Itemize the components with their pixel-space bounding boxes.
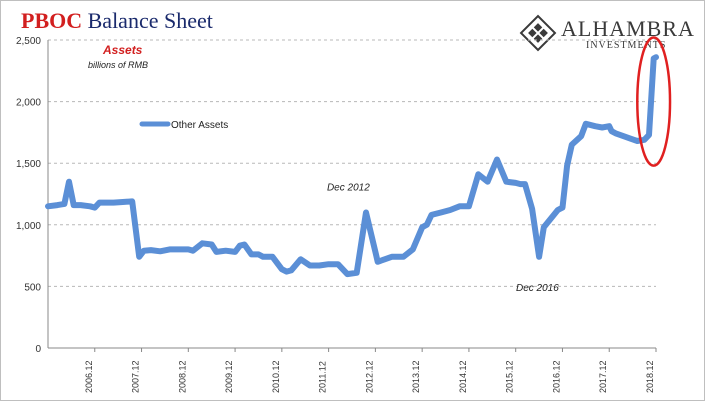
series-layer xyxy=(45,54,659,278)
x-tick-label: 2014.12 xyxy=(458,360,468,393)
axes xyxy=(47,40,656,349)
x-tick-label: 2013.12 xyxy=(411,360,421,393)
x-tick-label: 2009.12 xyxy=(224,360,234,393)
annotation-label: Dec 2016 xyxy=(516,283,559,294)
series-line-other-assets xyxy=(45,54,659,278)
units-label: billions of RMB xyxy=(88,60,149,70)
x-tick-label: 2008.12 xyxy=(177,360,187,393)
y-tick-label: 1,000 xyxy=(16,221,41,232)
highlight-layer xyxy=(636,36,672,167)
legend-label: Other Assets xyxy=(171,120,228,131)
y-tick-label: 0 xyxy=(35,344,41,355)
x-tick-label: 2015.12 xyxy=(505,360,515,393)
x-tick-label: 2006.12 xyxy=(84,360,94,393)
gridlines xyxy=(48,39,656,287)
title-text: Balance Sheet xyxy=(87,8,213,33)
y-tick-labels: 0 500 1,000 1,500 2,000 2,500 xyxy=(16,36,41,355)
chart-subtitle: Assets xyxy=(103,43,143,57)
y-tick-label: 2,500 xyxy=(16,36,41,47)
logo-subtitle: INVESTMENTS xyxy=(586,40,667,51)
x-tick-label: 2010.12 xyxy=(271,360,281,393)
logo-name: ALHAMBRA xyxy=(561,16,695,41)
x-tick-label: 2016.12 xyxy=(551,360,561,393)
page-title: PBOC Balance Sheet xyxy=(21,8,213,34)
x-tick-label: 2018.12 xyxy=(645,360,655,393)
y-tick-label: 2,000 xyxy=(16,98,41,109)
x-tick-label: 2012.12 xyxy=(364,360,374,393)
y-tick-label: 500 xyxy=(24,282,41,293)
diamond-lattice-icon xyxy=(519,14,557,57)
legend: Other Assets xyxy=(139,120,228,131)
x-tick-labels: 2006.12 2007.12 2008.12 2009.12 2010.12 2011.… xyxy=(84,348,657,393)
y-tick-label: 1,500 xyxy=(16,159,41,170)
x-tick-label: 2011.12 xyxy=(318,361,328,393)
annotations: Dec 2012 Dec 2016 xyxy=(327,182,559,293)
title-brand: PBOC xyxy=(21,8,83,33)
x-tick-label: 2017.12 xyxy=(598,360,608,393)
x-tick-label: 2007.12 xyxy=(131,360,141,393)
highlight-ellipse xyxy=(636,36,672,167)
annotation-label: Dec 2012 xyxy=(327,182,370,193)
